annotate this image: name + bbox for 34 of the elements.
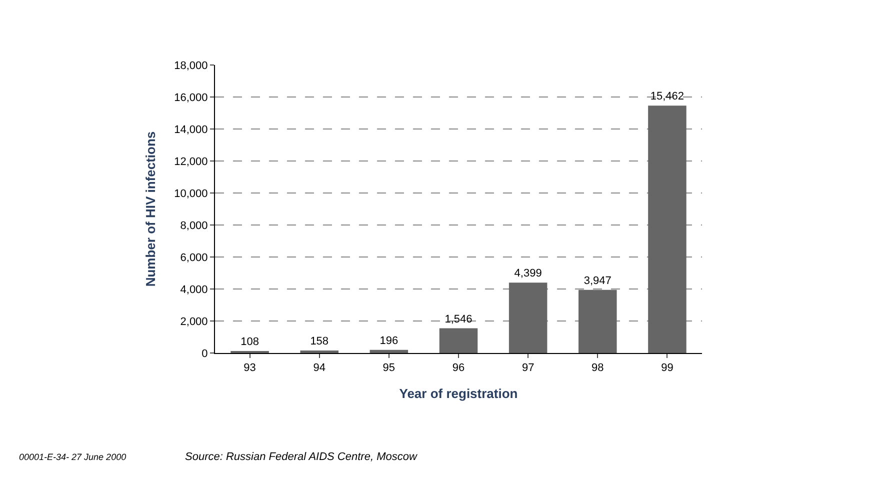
x-tick-label: 94 [313,362,326,374]
bar [300,350,338,353]
data-label: 196 [380,334,398,347]
y-tick-label: 14,000 [174,124,208,136]
x-tick-label: 93 [244,362,256,374]
y-tick-label: 12,000 [174,156,208,168]
data-label: 1,546 [444,313,472,326]
y-tick-label: 16,000 [174,92,208,104]
x-axis-title: Year of registration [399,386,518,401]
text: 00001-E-34- 27 June 2000 [19,452,126,462]
y-tick-label: 18,000 [174,60,208,72]
y-tick-label: 6,000 [180,252,208,264]
y-axis-title: Number of HIV infections [143,131,158,287]
data-label: 15,462 [650,90,684,103]
y-tick-label: 2,000 [180,316,208,328]
bar [370,350,408,353]
x-tick-label: 96 [452,362,465,374]
x-tick-label: 99 [661,362,674,374]
data-label: 108 [240,336,259,348]
x-tick-label: 98 [592,362,604,374]
y-tick-label: 0 [202,348,208,360]
y-tick-label: 4,000 [180,284,208,296]
source-note: Source: Russian Federal AIDS Centre, Moscow [185,451,418,463]
bar [648,106,686,353]
x-tick-label: 97 [522,362,534,374]
data-label: 158 [310,335,329,348]
bar [439,328,478,353]
data-label: 3,947 [584,274,612,287]
data-label: 4,399 [514,268,542,280]
y-tick-label: 8,000 [180,220,208,232]
y-tick-label: 10,000 [174,188,208,200]
bar [508,282,548,353]
bar [578,290,617,353]
x-tick-label: 95 [382,362,396,374]
